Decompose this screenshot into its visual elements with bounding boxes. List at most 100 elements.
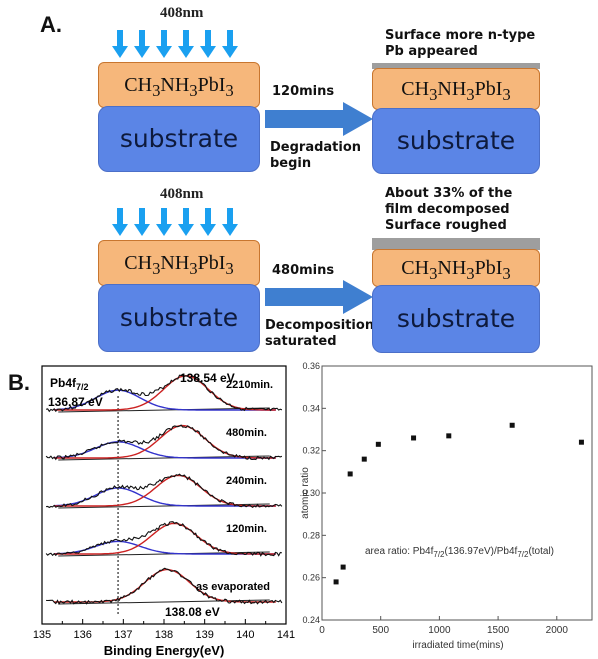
surface-layer-1: [372, 63, 540, 69]
ratio-data-point: [509, 422, 515, 428]
result-note-2-line3: Surface roughed: [385, 218, 507, 233]
process-arrow-1: [265, 102, 373, 136]
result-note-2-line1: About 33% of the: [385, 186, 513, 201]
arrow-time-1: 120mins: [272, 84, 335, 99]
ratio-data-point: [578, 439, 584, 445]
xps-measured-curve: [45, 424, 283, 461]
light-arrow-icon: [200, 208, 216, 236]
result-note-2-line2: film decomposed: [385, 202, 510, 217]
xps-baseline: [58, 407, 270, 413]
formula-left-2: CH3NH3PbI3: [124, 252, 234, 278]
xps-series-label: 120min.: [226, 523, 267, 535]
xps-tick-label: 136: [73, 629, 91, 641]
xps-tick-label: 140: [236, 629, 254, 641]
wavelength-label-1: 408nm: [160, 5, 204, 21]
light-arrow-icon: [134, 30, 150, 58]
light-arrows-1: [112, 30, 238, 58]
formula-right-2: CH3NH3PbI3: [401, 257, 511, 283]
light-arrow-icon: [200, 30, 216, 58]
result-note-2: About 33% of the film decomposed Surface…: [385, 186, 512, 234]
arrow-time-2: 480mins: [272, 263, 335, 278]
substrate-left-1: substrate: [98, 106, 260, 172]
xps-peak2: 138.54 eV: [180, 371, 235, 385]
arrow-note-1-line1: Degradation: [270, 140, 362, 155]
ratio-x-tick-label: 1500: [487, 625, 510, 636]
light-arrow-icon: [112, 208, 128, 236]
wavelength-label-2: 408nm: [160, 186, 204, 202]
ratio-frame: [321, 365, 593, 621]
light-arrow-icon: [156, 30, 172, 58]
ratio-xlabel: irradiated time(mins): [412, 640, 503, 651]
light-arrow-icon: [222, 30, 238, 58]
arrow-note-2-line2: saturated: [265, 334, 337, 349]
arrow-note-1-line2: begin: [270, 156, 312, 171]
xps-component-curve: [54, 441, 276, 459]
xps-component-curve: [54, 487, 276, 507]
perovskite-layer-left-1: CH3NH3PbI3: [98, 62, 260, 108]
light-arrow-icon: [178, 30, 194, 58]
ratio-y-tick-label: 0.24: [302, 615, 320, 625]
ratio-data-point: [361, 456, 367, 462]
xps-tick-label: 139: [195, 629, 213, 641]
ratio-y-tick-label: 0.30: [302, 488, 320, 498]
formula-right-1: CH3NH3PbI3: [401, 78, 511, 104]
xps-xlabel: Binding Energy(eV): [104, 643, 225, 658]
ratio-data-point: [347, 471, 353, 477]
light-arrow-icon: [112, 30, 128, 58]
xps-tick-label: 141: [277, 629, 295, 641]
xps-chart: 135 136 137 138 139 140 141 2210min. 480min. 240m…: [33, 365, 295, 658]
xps-measured-curve: [45, 521, 283, 557]
ratio-annotation: area ratio: Pb4f7/2(136.97eV)/Pb4f7/2(to…: [365, 546, 554, 559]
result-note-1-line1: Surface more n-type: [385, 28, 536, 43]
xps-baseline: [58, 599, 270, 605]
process-arrow-2: [265, 280, 373, 314]
light-arrow-icon: [222, 208, 238, 236]
light-arrow-icon: [134, 208, 150, 236]
xps-measured-curve: [45, 374, 283, 413]
ratio-y-tick-label: 0.26: [302, 573, 320, 583]
xps-peak3: 138.08 eV: [165, 605, 220, 619]
xps-tick-label: 137: [114, 629, 132, 641]
substrate-left-2: substrate: [98, 284, 260, 352]
ratio-ylabel: atomic ratio: [300, 467, 311, 519]
ratio-data-point: [446, 433, 452, 439]
ratio-x-tick-label: 1000: [428, 625, 451, 636]
ratio-x-tick-label: 2000: [546, 625, 569, 636]
xps-series-label: as evaporated: [196, 581, 270, 593]
perovskite-layer-right-1: CH3NH3PbI3: [372, 68, 540, 110]
ratio-data-point: [375, 441, 381, 447]
xps-series-label: 480min.: [226, 427, 267, 439]
ratio-data-point: [340, 564, 346, 570]
ratio-y-tick-label: 0.36: [302, 361, 320, 371]
ratio-x-tick-label: 0: [319, 625, 325, 636]
formula-left-1: CH3NH3PbI3: [124, 74, 234, 100]
arrow-note-2: Decomposition saturated: [265, 318, 374, 350]
xps-peak-label: Pb4f7/2: [50, 376, 89, 392]
arrow-note-1: Degradation begin: [270, 140, 361, 172]
xps-measured-curve: [46, 473, 283, 509]
xps-tick-label: 135: [33, 629, 51, 641]
ratio-chart: 0 500 1000 1500 2000 0.24 0.26 0.28 0.30 0.32 0.34…: [300, 361, 593, 651]
substrate-right-2: substrate: [372, 285, 540, 353]
xps-series-label: 240min.: [226, 475, 267, 487]
surface-layer-2: [372, 238, 540, 250]
ratio-y-tick-label: 0.34: [302, 403, 320, 413]
panel-b-label: B.: [8, 370, 30, 395]
ratio-y-tick-label: 0.32: [302, 446, 320, 456]
result-note-1: Surface more n-type Pb appeared: [385, 28, 535, 60]
xps-measured-curve: [46, 567, 283, 605]
perovskite-layer-right-2: CH3NH3PbI3: [372, 249, 540, 287]
ratio-data-point: [411, 435, 417, 441]
ratio-data-point: [333, 579, 339, 585]
arrow-note-2-line1: Decomposition: [265, 318, 375, 333]
xps-peak1: 136.87 eV: [48, 395, 103, 409]
result-note-1-line2: Pb appeared: [385, 44, 478, 59]
ratio-x-tick-label: 500: [372, 625, 389, 636]
ratio-y-tick-label: 0.28: [302, 530, 320, 540]
light-arrow-icon: [156, 208, 172, 236]
panel-a-label: A.: [40, 12, 62, 37]
light-arrow-icon: [178, 208, 194, 236]
xps-tick-label: 138: [155, 629, 173, 641]
light-arrows-2: [112, 208, 238, 236]
substrate-right-1: substrate: [372, 108, 540, 174]
